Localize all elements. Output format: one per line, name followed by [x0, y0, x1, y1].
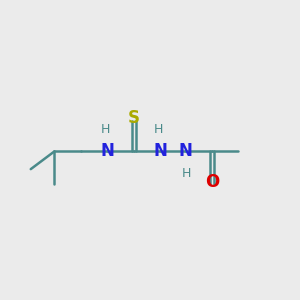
Text: H: H [101, 123, 110, 136]
Text: N: N [178, 142, 192, 160]
Text: O: O [205, 172, 219, 190]
Text: H: H [154, 123, 164, 136]
Text: S: S [128, 109, 140, 127]
Text: H: H [182, 167, 191, 180]
Text: N: N [100, 142, 114, 160]
Text: N: N [153, 142, 167, 160]
